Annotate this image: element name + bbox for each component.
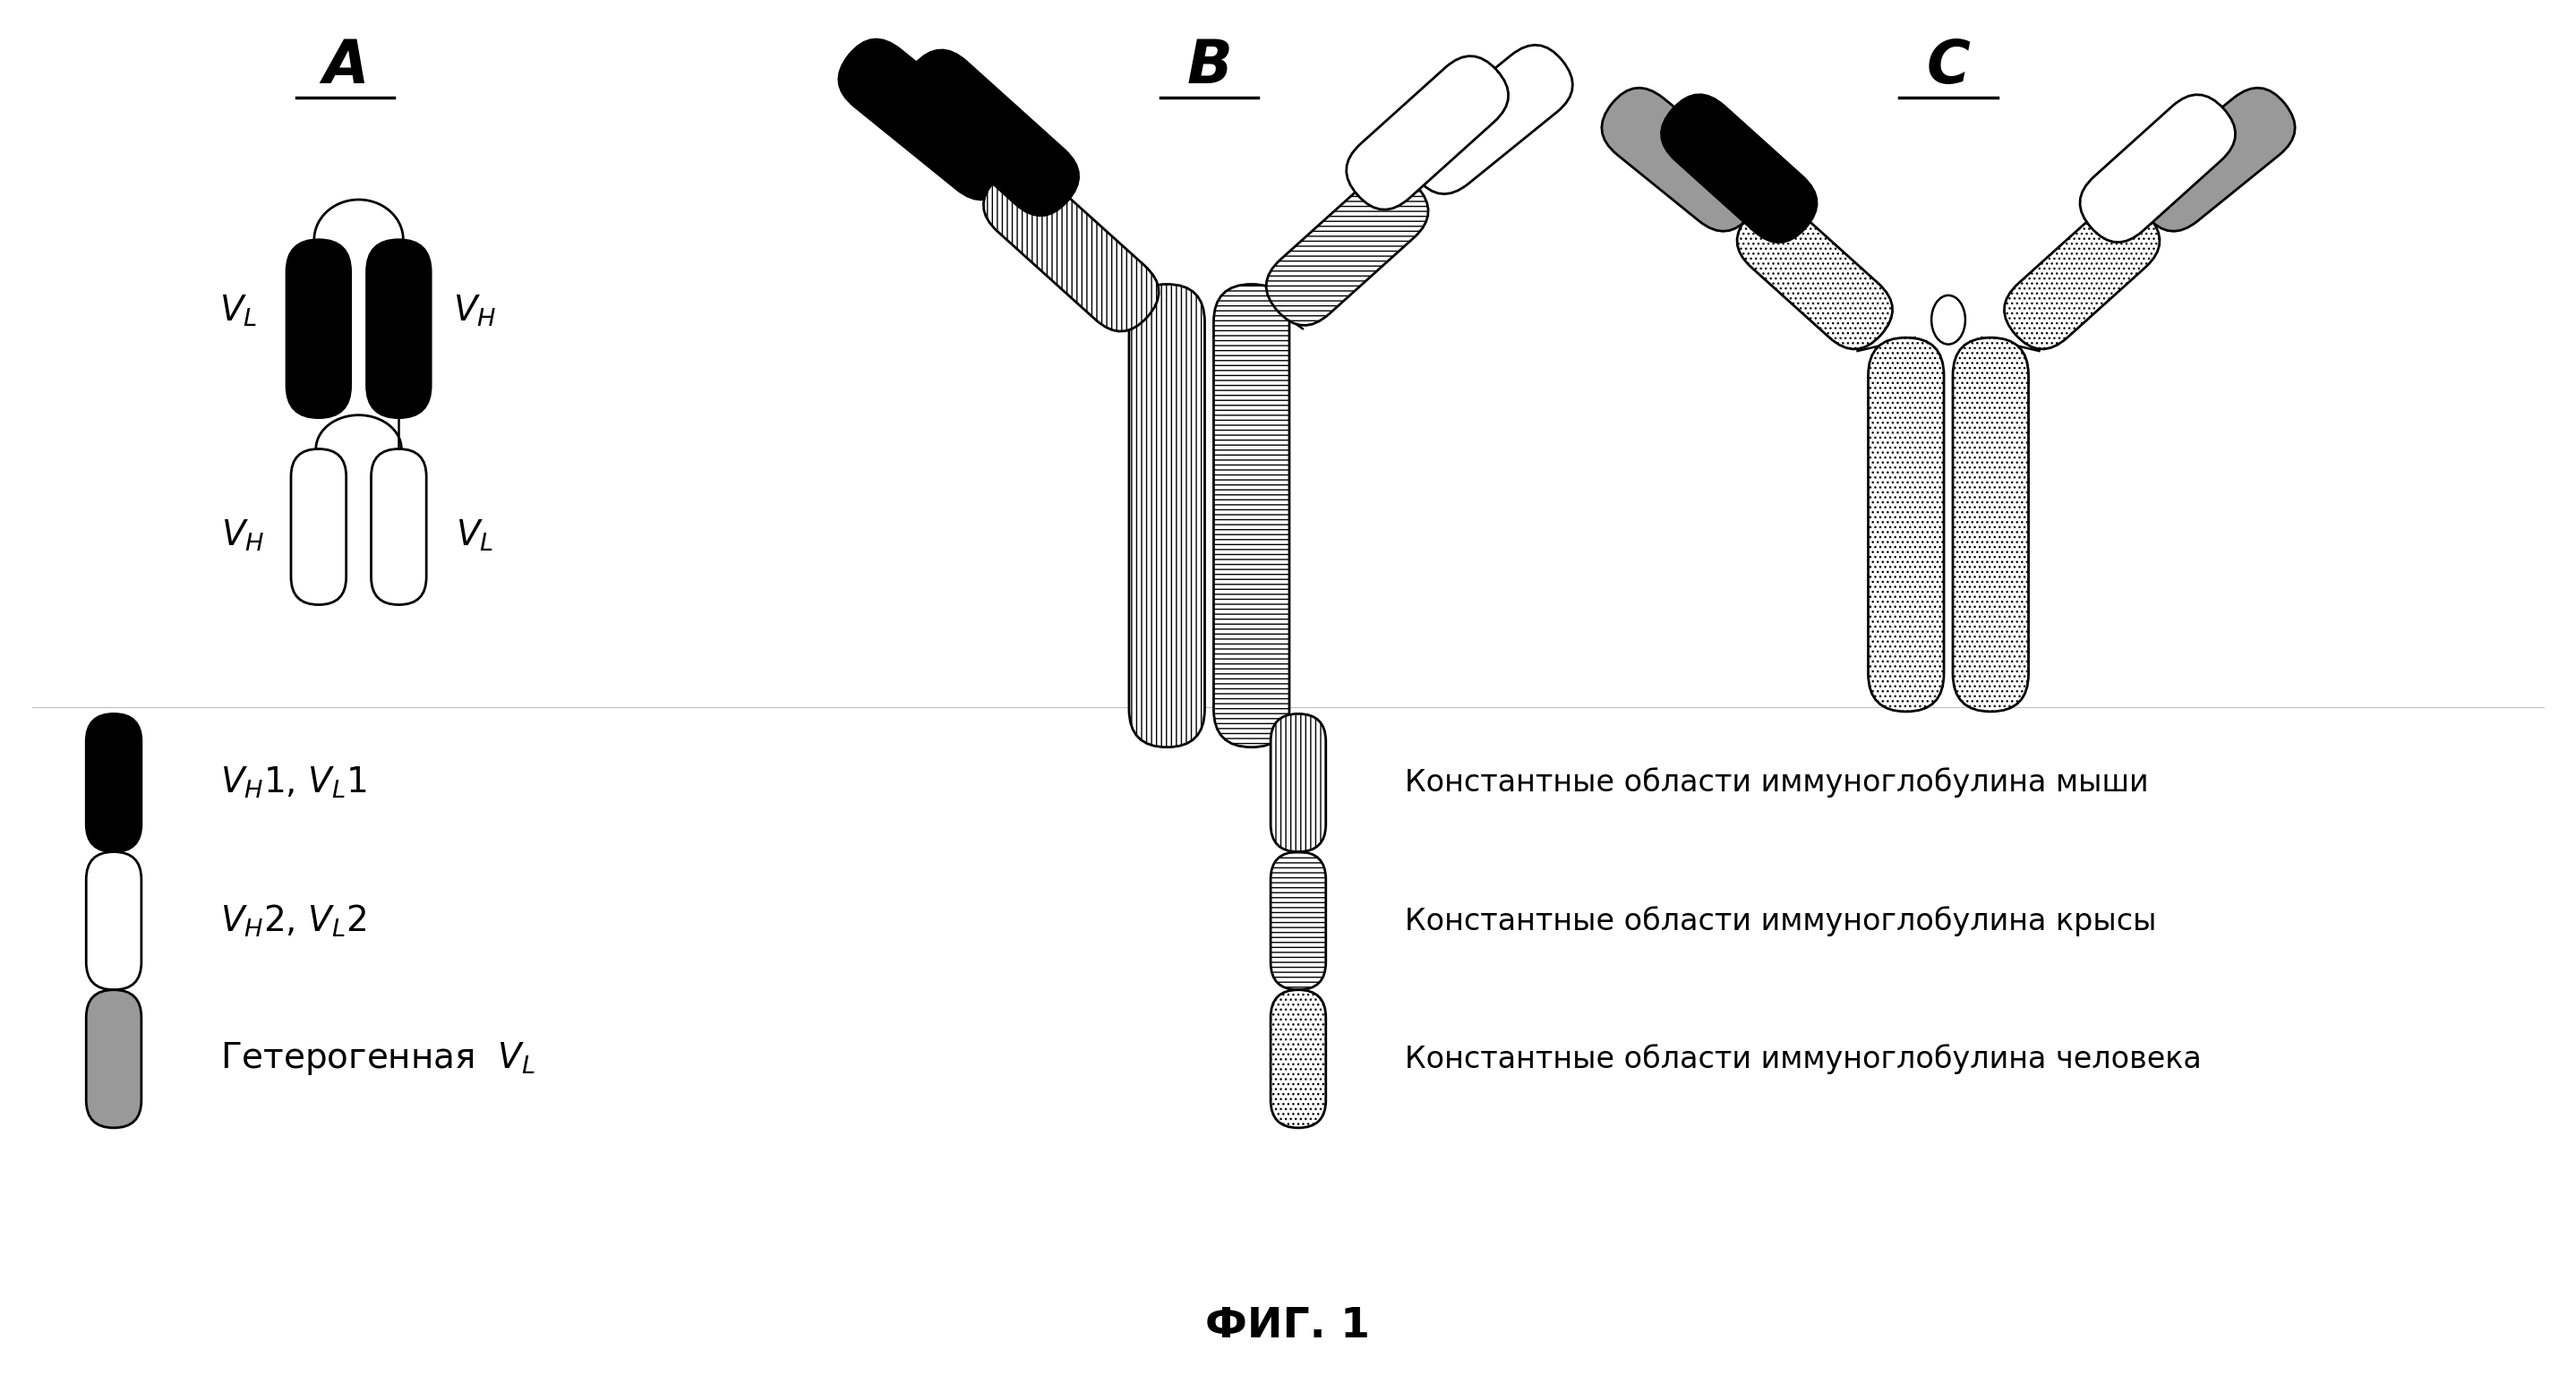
Text: B: B	[1188, 36, 1231, 96]
FancyBboxPatch shape	[85, 714, 142, 852]
FancyBboxPatch shape	[1602, 88, 1759, 231]
FancyBboxPatch shape	[2079, 95, 2236, 242]
FancyBboxPatch shape	[1736, 202, 1893, 349]
FancyBboxPatch shape	[371, 448, 428, 604]
FancyBboxPatch shape	[1868, 338, 1945, 711]
FancyBboxPatch shape	[1267, 171, 1427, 326]
Text: A: A	[322, 36, 368, 96]
Text: Константные области иммуноглобулина мыши: Константные области иммуноглобулина мыши	[1404, 767, 2148, 798]
Text: Константные области иммуноглобулина человека: Константные области иммуноглобулина чело…	[1404, 1044, 2202, 1075]
FancyBboxPatch shape	[85, 990, 142, 1128]
FancyBboxPatch shape	[1953, 338, 2027, 711]
FancyBboxPatch shape	[366, 239, 430, 418]
Text: $V_H$: $V_H$	[222, 518, 265, 554]
FancyBboxPatch shape	[1662, 95, 1816, 242]
Ellipse shape	[1932, 295, 1965, 344]
FancyBboxPatch shape	[1406, 45, 1574, 193]
FancyBboxPatch shape	[1270, 714, 1327, 852]
FancyBboxPatch shape	[1128, 284, 1206, 748]
Text: ФИГ. 1: ФИГ. 1	[1206, 1306, 1370, 1346]
FancyBboxPatch shape	[984, 166, 1159, 331]
Text: Константные области иммуноглобулина крысы: Константные области иммуноглобулина крыс…	[1404, 906, 2156, 935]
Text: Гетерогенная  $V_L$: Гетерогенная $V_L$	[222, 1040, 536, 1077]
Text: C: C	[1927, 36, 1971, 96]
Text: $V_H$1, $V_L$1: $V_H$1, $V_L$1	[222, 766, 368, 800]
Text: $V_L$: $V_L$	[219, 294, 258, 329]
FancyBboxPatch shape	[1213, 284, 1291, 748]
Text: $V_H$2, $V_L$2: $V_H$2, $V_L$2	[222, 903, 366, 938]
FancyBboxPatch shape	[2004, 202, 2159, 349]
Text: $V_H$: $V_H$	[453, 294, 497, 329]
FancyBboxPatch shape	[904, 50, 1079, 216]
FancyBboxPatch shape	[1347, 56, 1510, 210]
Text: $V_L$: $V_L$	[456, 518, 495, 554]
FancyBboxPatch shape	[2136, 88, 2295, 231]
FancyBboxPatch shape	[85, 852, 142, 990]
FancyBboxPatch shape	[1270, 990, 1327, 1128]
FancyBboxPatch shape	[840, 39, 1018, 199]
FancyBboxPatch shape	[291, 448, 345, 604]
FancyBboxPatch shape	[286, 239, 350, 418]
FancyBboxPatch shape	[1270, 852, 1327, 990]
